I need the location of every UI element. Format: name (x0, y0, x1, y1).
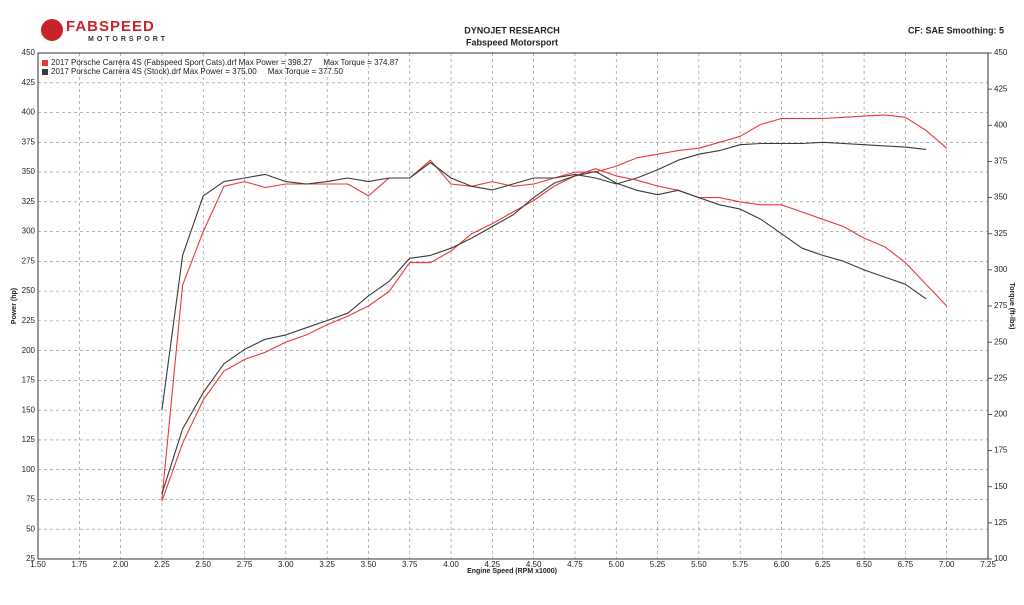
y-tick-label: 100 (22, 465, 36, 474)
y2-axis-label: Torque (ft-lbs) (1008, 283, 1015, 330)
y-tick-label: 300 (22, 227, 36, 236)
series-line (161, 170, 927, 495)
y-tick-label: 325 (22, 197, 36, 206)
y-tick-label: 25 (26, 554, 35, 563)
legend-entry: 2017 Porsche Carrera 4S (Stock).drf Max … (51, 67, 344, 76)
y2-tick-label: 400 (994, 120, 1008, 129)
y2-tick-label: 200 (994, 410, 1008, 419)
y-axis-label: Power (hp) (11, 288, 18, 324)
legend-entry: 2017 Porsche Carrera 4S (Fabspeed Sport … (51, 58, 399, 67)
y2-tick-label: 225 (994, 373, 1008, 382)
y-tick-label: 450 (22, 48, 36, 57)
x-tick-label: 4.25 (485, 560, 501, 569)
x-tick-label: 6.25 (815, 560, 831, 569)
y-tick-label: 225 (22, 316, 36, 325)
y-tick-label: 275 (22, 256, 36, 265)
x-tick-label: 5.75 (732, 560, 748, 569)
y-tick-label: 250 (22, 286, 36, 295)
legend-swatch (42, 60, 48, 66)
y-tick-label: 200 (22, 346, 36, 355)
y2-tick-label: 325 (994, 229, 1008, 238)
x-tick-label: 2.25 (154, 560, 170, 569)
y2-tick-label: 150 (994, 482, 1008, 491)
x-tick-label: 3.00 (278, 560, 294, 569)
plot-frame (37, 52, 989, 560)
x-tick-label: 4.00 (443, 560, 459, 569)
y-tick-label: 400 (22, 108, 36, 117)
x-tick-label: 2.00 (113, 560, 129, 569)
y-tick-label: 375 (22, 137, 36, 146)
y-tick-label: 50 (26, 524, 35, 533)
y2-tick-label: 100 (994, 554, 1008, 563)
x-tick-label: 4.50 (526, 560, 542, 569)
y2-tick-label: 300 (994, 265, 1008, 274)
y-tick-label: 150 (22, 405, 36, 414)
x-tick-label: 1.50 (30, 560, 46, 569)
y2-tick-label: 250 (994, 337, 1008, 346)
x-axis-label: Engine Speed (RPM x1000) (467, 568, 557, 575)
x-tick-label: 5.50 (691, 560, 707, 569)
x-tick-label: 6.75 (898, 560, 914, 569)
x-tick-label: 4.75 (567, 560, 583, 569)
series-line (161, 168, 948, 502)
x-tick-label: 5.25 (650, 560, 666, 569)
x-tick-label: 1.75 (72, 560, 88, 569)
y2-tick-label: 175 (994, 446, 1008, 455)
y-tick-label: 425 (22, 78, 36, 87)
x-tick-label: 2.50 (195, 560, 211, 569)
chart-title: DYNOJET RESEARCH (464, 25, 560, 35)
x-tick-label: 3.50 (361, 560, 377, 569)
logo-brand: FABSPEED (66, 18, 155, 35)
legend-swatch (42, 69, 48, 75)
series-line (161, 141, 927, 411)
y2-tick-label: 125 (994, 518, 1008, 527)
settings-text: CF: SAE Smoothing: 5 (908, 25, 1004, 35)
x-tick-label: 7.25 (980, 560, 996, 569)
x-tick-label: 3.25 (319, 560, 335, 569)
logo-sub: MOTORSPORT (88, 36, 168, 43)
y-tick-label: 75 (26, 495, 35, 504)
x-tick-label: 3.75 (402, 560, 418, 569)
y-tick-label: 350 (22, 167, 36, 176)
y2-tick-label: 275 (994, 301, 1008, 310)
x-tick-label: 6.00 (774, 560, 790, 569)
logo-emblem (41, 19, 63, 41)
x-tick-label: 5.00 (608, 560, 624, 569)
chart-subtitle: Fabspeed Motorsport (466, 37, 558, 47)
y2-tick-label: 425 (994, 84, 1008, 93)
y-tick-label: 175 (22, 376, 36, 385)
y-tick-label: 125 (22, 435, 36, 444)
x-tick-label: 6.50 (856, 560, 872, 569)
y2-tick-label: 450 (994, 48, 1008, 57)
x-tick-label: 2.75 (237, 560, 253, 569)
y2-tick-label: 375 (994, 157, 1008, 166)
x-tick-label: 7.00 (939, 560, 955, 569)
y2-tick-label: 350 (994, 193, 1008, 202)
